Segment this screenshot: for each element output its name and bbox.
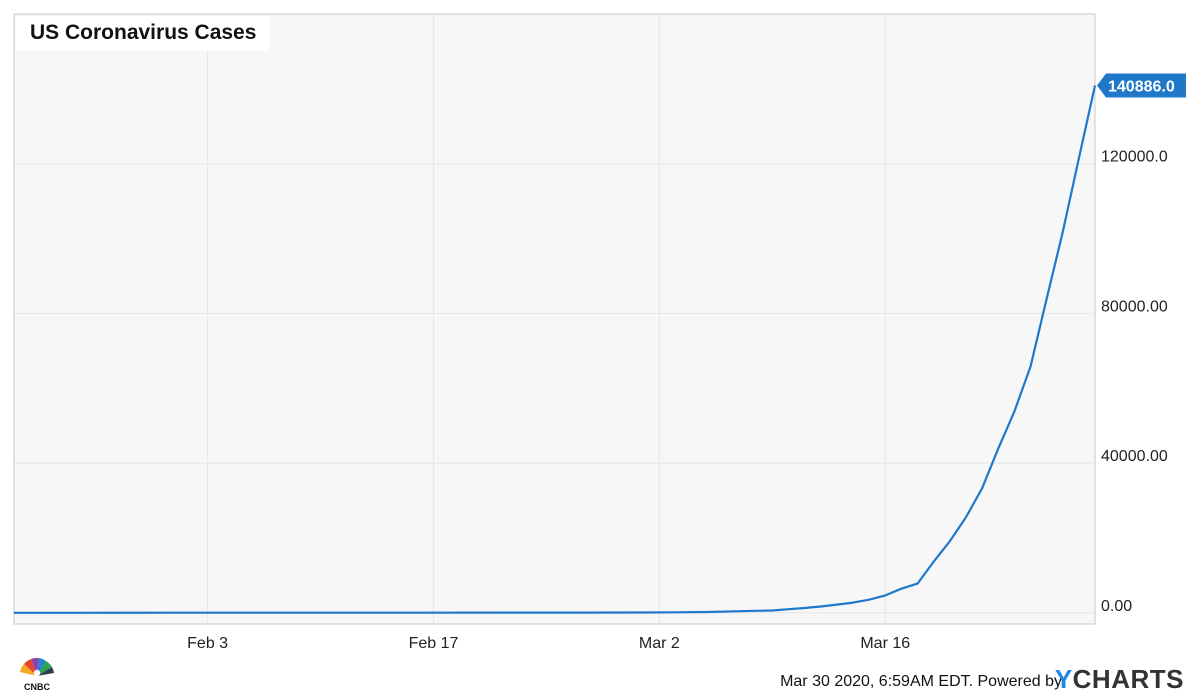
cnbc-logo: CNBC xyxy=(12,652,62,697)
cnbc-logo-text: CNBC xyxy=(24,682,50,692)
y-tick-label: 40000.00 xyxy=(1101,448,1168,465)
y-axis-ticks: 0.00 40000.00 80000.00 120000.0 xyxy=(1101,149,1168,615)
last-value-badge: 140886.0 xyxy=(1097,73,1186,98)
chart-title: US Coronavirus Cases xyxy=(16,16,271,51)
x-tick-label: Mar 2 xyxy=(639,635,680,652)
x-tick-label: Feb 17 xyxy=(409,635,459,652)
series-line xyxy=(14,85,1097,614)
x-axis-ticks: Feb 3 Feb 17 Mar 2 Mar 16 xyxy=(187,635,910,652)
last-value-label: 140886.0 xyxy=(1108,79,1175,96)
x-tick-label: Mar 16 xyxy=(860,635,910,652)
y-tick-label: 0.00 xyxy=(1101,598,1132,615)
y-tick-label: 120000.0 xyxy=(1101,149,1168,166)
footer-timestamp: Mar 30 2020, 6:59AM EDT. Powered by xyxy=(780,673,1062,690)
y-tick-label: 80000.00 xyxy=(1101,298,1168,315)
ycharts-logo-y: Y xyxy=(1054,664,1073,694)
x-tick-label: Feb 3 xyxy=(187,635,228,652)
plot-area xyxy=(13,13,1096,625)
last-value-badge-shape xyxy=(1097,73,1186,98)
ycharts-logo-rest: CHARTS xyxy=(1072,664,1184,694)
ycharts-logo: YCHARTS xyxy=(1055,664,1184,695)
